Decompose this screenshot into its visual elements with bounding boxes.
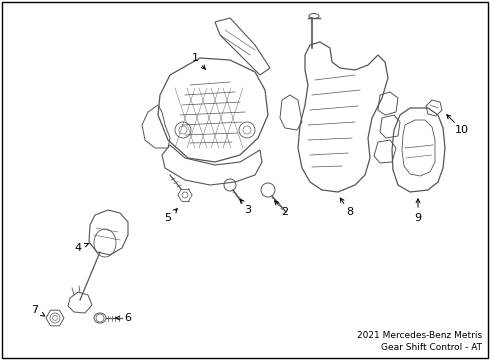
- Text: 3: 3: [245, 205, 251, 215]
- Text: 1: 1: [192, 53, 198, 63]
- Text: 5: 5: [165, 213, 172, 223]
- Text: 6: 6: [124, 313, 131, 323]
- Text: 10: 10: [455, 125, 469, 135]
- Text: 2: 2: [281, 207, 289, 217]
- Text: 2021 Mercedes-Benz Metris
Gear Shift Control - AT: 2021 Mercedes-Benz Metris Gear Shift Con…: [357, 331, 482, 352]
- Text: 4: 4: [74, 243, 81, 253]
- Text: 9: 9: [415, 213, 421, 223]
- Text: 8: 8: [346, 207, 354, 217]
- Text: 7: 7: [31, 305, 39, 315]
